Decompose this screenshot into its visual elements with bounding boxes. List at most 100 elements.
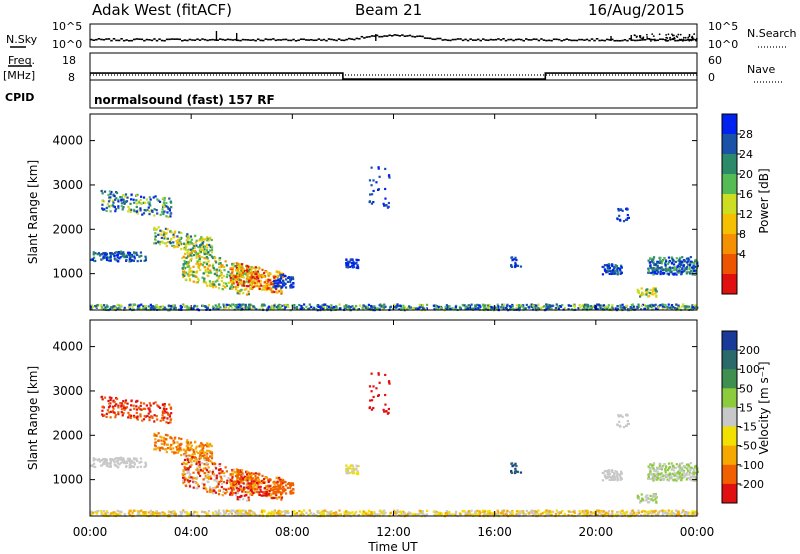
velocity-echo xyxy=(103,414,106,417)
noise-sample xyxy=(168,38,171,41)
power-echo xyxy=(590,306,593,309)
velocity-echo xyxy=(266,493,269,496)
velocity-echo xyxy=(424,514,427,517)
power-echo xyxy=(105,304,109,307)
velocity-echo xyxy=(117,466,120,469)
velocity-echo xyxy=(96,459,99,462)
power-echo xyxy=(652,261,655,264)
noise-sample xyxy=(557,38,561,41)
noise-sample xyxy=(527,39,531,41)
velocity-echo xyxy=(193,510,196,513)
power-echo xyxy=(228,303,231,307)
power-echo xyxy=(93,259,96,263)
velocity-echo xyxy=(413,513,416,516)
velocity-echo xyxy=(117,406,120,409)
nsearch-sample xyxy=(688,39,691,42)
velocity-echo xyxy=(131,511,134,514)
power-echo xyxy=(300,304,303,308)
power-echo xyxy=(205,263,209,266)
velocity-echo xyxy=(405,513,408,517)
power-echo xyxy=(211,284,214,287)
velocity-echo xyxy=(149,410,152,413)
velocity-echo xyxy=(193,481,196,484)
noise-sample xyxy=(512,39,515,42)
power-echo xyxy=(187,306,191,309)
velocity-echo xyxy=(112,407,115,410)
power-echo xyxy=(277,278,280,281)
velocity-echo xyxy=(183,466,186,469)
power-echo xyxy=(108,190,111,193)
power-echo xyxy=(682,303,685,306)
velocity-echo xyxy=(284,510,287,513)
power-echo xyxy=(693,266,696,269)
velocity-echo xyxy=(239,513,242,516)
power-echo xyxy=(155,228,158,231)
velocity-echo xyxy=(205,463,208,466)
velocity-echo xyxy=(373,512,377,515)
velocity-echo xyxy=(201,462,204,465)
power-echo xyxy=(597,303,600,306)
velocity-echo xyxy=(490,512,493,515)
nsearch-sample xyxy=(669,38,672,41)
velocity-echo xyxy=(425,509,429,512)
velocity-echo xyxy=(511,464,514,468)
power-echo xyxy=(178,237,181,240)
velocity-echo xyxy=(378,381,381,384)
velocity-echo xyxy=(280,510,284,514)
power-echo xyxy=(235,274,238,278)
power-echo xyxy=(213,268,216,271)
velocity-echo xyxy=(245,479,248,482)
power-echo xyxy=(188,307,191,310)
power-echo xyxy=(185,260,188,264)
power-echo xyxy=(688,258,691,261)
power-echo xyxy=(160,236,163,240)
velocity-echo xyxy=(389,511,392,514)
power-echo xyxy=(137,307,140,310)
power-echo xyxy=(668,259,671,263)
velocity-echo xyxy=(119,456,123,460)
velocity-echo xyxy=(208,486,212,489)
velocity-echo xyxy=(194,477,197,480)
velocity-echo xyxy=(172,439,175,442)
velocity-echo xyxy=(148,416,151,419)
velocity-echo xyxy=(271,497,274,500)
velocity-echo xyxy=(173,437,176,440)
power-echo xyxy=(142,305,145,308)
power-echo xyxy=(652,304,655,307)
velocity-echo xyxy=(195,458,198,461)
power-echo xyxy=(593,306,597,309)
velocity-echo xyxy=(607,510,610,513)
velocity-echo xyxy=(169,436,172,439)
velocity-echo xyxy=(168,447,172,450)
power-echo xyxy=(626,217,629,220)
power-echo xyxy=(183,270,186,273)
velocity-echo xyxy=(330,510,333,513)
power-echo xyxy=(334,307,337,311)
velocity-echo xyxy=(226,509,229,513)
velocity-echo xyxy=(621,509,624,512)
velocity-echo xyxy=(614,513,617,516)
power-echo xyxy=(537,306,540,310)
power-echo xyxy=(656,272,659,275)
velocity-echo xyxy=(170,412,173,415)
velocity-echo xyxy=(218,475,221,478)
power-echo xyxy=(399,308,403,311)
velocity-echo xyxy=(207,459,211,462)
power-echo xyxy=(649,288,652,291)
power-echo xyxy=(656,267,660,270)
power-echo xyxy=(656,269,659,272)
velocity-echo xyxy=(232,468,235,471)
velocity-echo xyxy=(616,477,619,481)
power-echo xyxy=(242,280,246,283)
power-echo xyxy=(115,254,118,257)
power-echo xyxy=(136,260,139,263)
power-echo xyxy=(224,282,228,285)
power-echo xyxy=(158,243,162,246)
power-echo xyxy=(251,271,254,274)
velocity-echo xyxy=(664,509,667,513)
velocity-echo xyxy=(120,405,123,408)
power-echo xyxy=(347,263,350,266)
nsearch-sample xyxy=(688,33,691,36)
velocity-echo xyxy=(239,480,242,483)
power-echo xyxy=(192,270,195,274)
